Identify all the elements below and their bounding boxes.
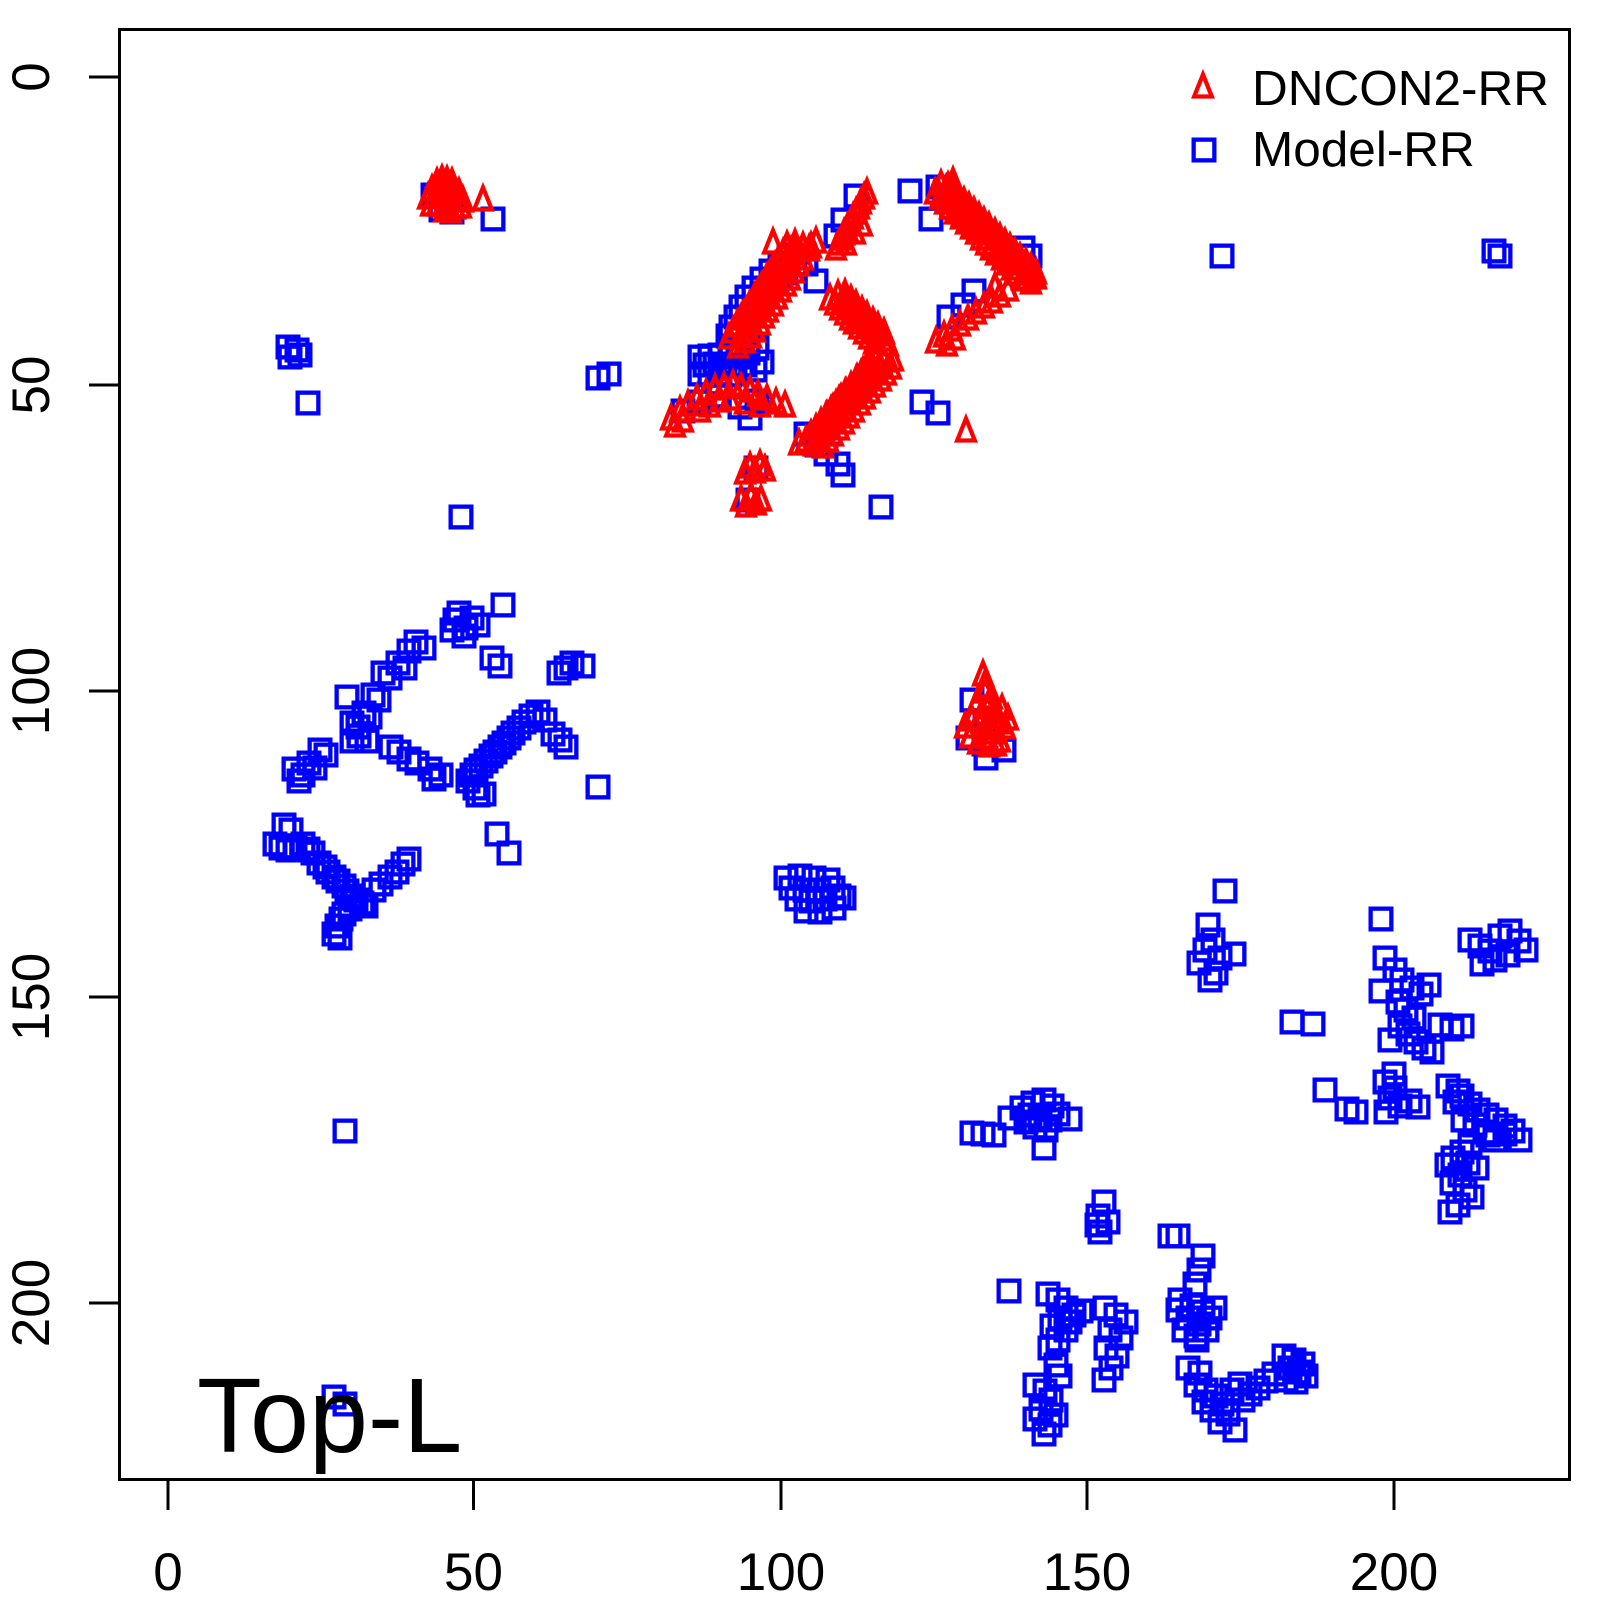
svg-text:DNCON2-RR: DNCON2-RR <box>1252 61 1549 116</box>
svg-text:0: 0 <box>2 62 61 91</box>
svg-text:Top-L: Top-L <box>197 1357 462 1475</box>
svg-text:200: 200 <box>2 1259 61 1347</box>
svg-text:50: 50 <box>444 1543 503 1600</box>
svg-text:50: 50 <box>2 356 61 415</box>
svg-text:150: 150 <box>2 953 61 1041</box>
svg-text:150: 150 <box>1043 1543 1131 1600</box>
svg-text:100: 100 <box>737 1543 825 1600</box>
svg-text:200: 200 <box>1350 1543 1438 1600</box>
svg-text:Model-RR: Model-RR <box>1252 122 1475 177</box>
svg-text:100: 100 <box>2 647 61 735</box>
svg-text:0: 0 <box>153 1543 182 1600</box>
